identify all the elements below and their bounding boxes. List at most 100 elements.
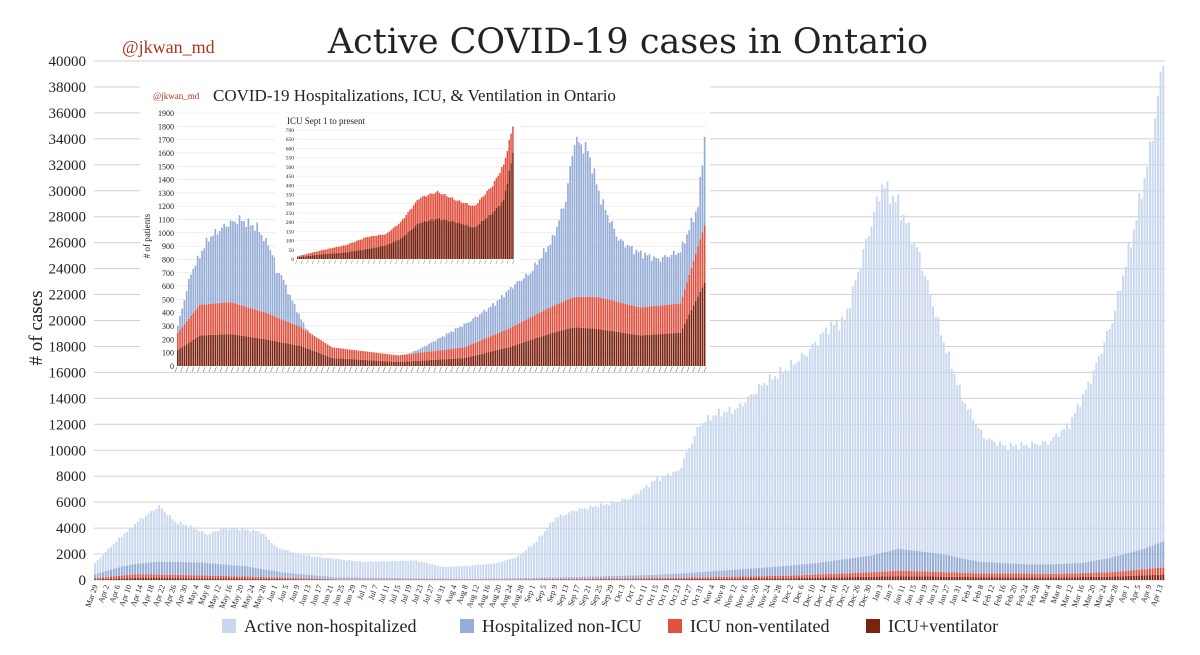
- bar-hospitalized: [942, 554, 945, 573]
- inset-bar-icu-nonventilated: [668, 304, 671, 334]
- bar-icu-nonventilated: [865, 572, 868, 577]
- bar-active: [554, 517, 557, 578]
- inset-bar-icu-nonventilated: [509, 327, 512, 347]
- bar-icu-nonventilated: [337, 579, 340, 580]
- bar-icu-nonventilated: [768, 576, 771, 579]
- inset-bar-icu-ventilator: [353, 359, 355, 366]
- bar-active: [811, 343, 814, 564]
- inset-bar-icu-nonventilated: [679, 303, 682, 333]
- bar-hospitalized: [1052, 564, 1055, 574]
- bar-icu-nonventilated: [924, 571, 926, 577]
- bar-icu-ventilator: [1148, 575, 1151, 580]
- bar-hospitalized: [158, 561, 161, 575]
- bar-icu-ventilator: [752, 578, 755, 580]
- inset-bar-icu-nonventilated: [223, 302, 225, 335]
- bar-icu-ventilator: [241, 578, 244, 580]
- bar-icu-ventilator: [270, 578, 273, 580]
- inset-bar-icu-ventilator: [273, 341, 276, 366]
- icu-inset-bar-ventilator: [372, 247, 374, 259]
- bar-active: [316, 556, 319, 576]
- inset-bar-icu-nonventilated: [218, 303, 221, 335]
- bar-active: [806, 356, 809, 564]
- icu-inset-x-tick-mark: [312, 259, 314, 265]
- bar-hospitalized: [107, 570, 110, 577]
- bar-icu-nonventilated: [683, 577, 685, 580]
- icu-inset-x-tick-mark: [445, 259, 448, 265]
- inset-bar-icu-nonventilated: [670, 304, 673, 334]
- bar-icu-nonventilated: [680, 577, 683, 580]
- bar-active: [758, 384, 760, 568]
- inset-bar-hospitalized: [512, 288, 514, 327]
- bar-icu-nonventilated: [795, 575, 798, 579]
- icu-inset-bar-ventilator: [502, 199, 505, 259]
- icu-inset-bar-nonventilated: [363, 237, 365, 250]
- inset-bar-hospitalized: [415, 350, 417, 354]
- bar-icu-ventilator: [1020, 577, 1023, 580]
- inset-bar-icu-ventilator: [399, 361, 402, 366]
- icu-inset-bar-nonventilated: [462, 203, 464, 225]
- bar-hospitalized: [881, 552, 884, 572]
- bar-hospitalized: [1151, 545, 1154, 569]
- inset-bar-icu-nonventilated: [567, 299, 569, 329]
- bar-active: [715, 415, 718, 571]
- bar-active: [278, 548, 281, 572]
- bar-icu-ventilator: [1127, 575, 1130, 580]
- bar-active: [792, 364, 795, 566]
- inset-bar-hospitalized: [631, 246, 633, 306]
- inset-bar-icu-nonventilated: [326, 344, 329, 357]
- bar-icu-nonventilated: [289, 577, 292, 580]
- inset-bar-icu-ventilator: [260, 338, 263, 366]
- bar-active: [190, 525, 193, 563]
- inset-bar-icu-ventilator: [331, 358, 333, 366]
- inset-bar-icu-ventilator: [571, 327, 574, 366]
- inset-x-tick-mark: [315, 366, 318, 373]
- bar-active: [998, 441, 1001, 563]
- bar-icu-nonventilated: [179, 574, 182, 579]
- inset-bar-icu-ventilator: [335, 358, 338, 366]
- icu-inset-x-tick-mark: [378, 259, 381, 265]
- bar-active: [166, 515, 169, 562]
- inset-bar-icu-nonventilated: [344, 348, 347, 359]
- inset-bar-icu-nonventilated: [560, 302, 563, 331]
- inset-bar-hospitalized: [465, 322, 468, 347]
- bar-icu-ventilator: [830, 577, 833, 580]
- icu-inset-bar-nonventilated: [488, 189, 490, 215]
- bar-active: [1025, 444, 1028, 565]
- bar-hospitalized: [752, 568, 755, 577]
- bar-icu-ventilator: [198, 578, 201, 580]
- bar-icu-ventilator: [1033, 577, 1036, 580]
- bar-icu-nonventilated: [600, 578, 602, 580]
- inset-bar-hospitalized: [597, 190, 600, 298]
- bar-active: [313, 556, 316, 576]
- inset-x-tick-mark: [489, 366, 493, 373]
- bar-hospitalized: [803, 564, 806, 576]
- inset-bar-icu-nonventilated: [677, 303, 679, 333]
- icu-inset-bar-ventilator: [458, 222, 461, 259]
- bar-icu-ventilator: [187, 578, 190, 580]
- bar-icu-nonventilated: [586, 578, 589, 580]
- inset-bar-icu-ventilator: [703, 282, 706, 366]
- bar-icu-ventilator: [693, 579, 696, 580]
- bar-hospitalized: [656, 574, 659, 578]
- icu-inset-bar-nonventilated: [300, 255, 303, 257]
- inset-bar-icu-nonventilated: [690, 267, 693, 310]
- bar-active: [1162, 66, 1165, 542]
- bar-hospitalized: [704, 571, 707, 578]
- inset-bar-icu-nonventilated: [472, 343, 475, 356]
- bar-icu-ventilator: [1025, 577, 1028, 580]
- inset-bar-icu-ventilator: [564, 329, 567, 366]
- bar-icu-nonventilated: [808, 574, 811, 578]
- bar-active: [450, 566, 453, 579]
- bar-icu-ventilator: [1071, 577, 1074, 580]
- bar-hospitalized: [1076, 562, 1079, 574]
- bar-active: [870, 226, 873, 556]
- bar-hospitalized: [500, 578, 503, 580]
- bar-icu-ventilator: [166, 578, 169, 580]
- inset-bar-hospitalized: [584, 141, 587, 297]
- inset-bar-icu-ventilator: [384, 361, 386, 366]
- bar-hospitalized: [195, 562, 198, 576]
- inset-bar-icu-nonventilated: [307, 331, 309, 349]
- inset-bar-hospitalized: [428, 343, 430, 352]
- icu-inset-bar-nonventilated: [366, 236, 369, 249]
- bar-icu-ventilator: [897, 576, 900, 580]
